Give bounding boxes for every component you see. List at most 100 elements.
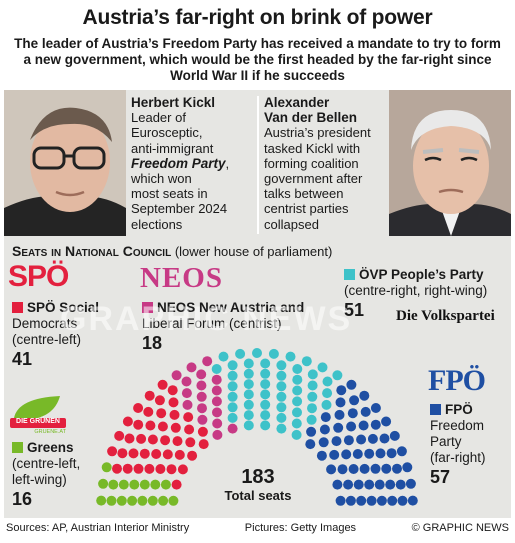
seat-dot-fp: [405, 478, 416, 489]
seat-dot-fp: [347, 408, 358, 419]
seat-dot-vp: [276, 381, 287, 392]
seat-dot-sp: [145, 420, 156, 431]
seat-dot-vp: [260, 399, 271, 410]
seat-dot-sp: [174, 449, 185, 460]
seat-dot-vp: [307, 403, 317, 414]
seat-dot-fp: [334, 409, 345, 420]
seat-dot-fp: [370, 463, 381, 474]
seat-dot-vp: [285, 351, 296, 362]
seat-dot-sp: [144, 390, 155, 401]
spo-legend: SPÖ Social Democrats (centre-left) 41: [12, 300, 132, 370]
seat-dot-vp: [306, 414, 317, 425]
seat-dot-fp: [332, 479, 343, 490]
kickl-portrait-icon: [4, 90, 126, 236]
vdb-bio-line: Austria’s president: [264, 125, 371, 141]
vdb-name-line1: Alexander: [264, 95, 330, 110]
seat-dot-vp: [260, 358, 271, 369]
seat-dot-vp: [218, 351, 229, 362]
greens-logo-text: DIE GRÜNEN: [16, 418, 60, 425]
seat-dot-vp: [317, 362, 328, 373]
seat-dot-fp: [336, 385, 347, 396]
spo-name2: Democrats: [12, 316, 78, 331]
seat-dot-sp: [169, 409, 180, 420]
seat-dot-greens: [129, 479, 140, 490]
seat-dot-greens: [158, 495, 169, 506]
seat-dot-fp: [337, 464, 348, 475]
seat-dot-fp: [352, 449, 363, 459]
vdb-bio-line: talks between: [264, 186, 344, 202]
greens-name: Greens: [27, 440, 74, 455]
seat-dot-fp: [360, 406, 371, 417]
footer-sources: Sources: AP, Austrian Interior Ministry: [6, 522, 190, 534]
seat-dot-vp: [227, 370, 238, 381]
seat-dot-fp: [367, 433, 378, 444]
seat-dot-sp: [133, 419, 144, 430]
seat-dot-sp: [171, 479, 182, 490]
kickl-bio-line: September 2024: [131, 201, 228, 217]
seat-dot-greens: [118, 479, 129, 490]
seat-dot-vp: [227, 360, 238, 371]
seat-dot-fp: [306, 426, 317, 437]
seat-dot-fp: [381, 416, 392, 427]
seat-dot-vp: [292, 374, 303, 385]
seat-dot-vp: [227, 381, 238, 392]
bio-divider: [257, 96, 259, 234]
seat-dot-vp: [260, 420, 271, 431]
neos-logo: NEOS: [140, 262, 223, 294]
seat-dot-vp: [260, 368, 271, 379]
seat-dot-fp: [335, 397, 346, 408]
seat-dot-neos: [197, 414, 208, 425]
seats-heading: Seats in National Council (lower house o…: [12, 243, 332, 259]
seat-dot-sp: [117, 448, 128, 459]
seat-dot-neos: [211, 396, 222, 407]
seat-dot-vp: [276, 370, 287, 381]
seat-dot-fp: [385, 479, 396, 490]
seat-dot-vp: [227, 402, 238, 413]
seat-dot-fp: [348, 464, 359, 474]
kickl-name: Herbert Kickl: [131, 95, 216, 110]
seat-dot-fp: [392, 463, 402, 474]
seat-dot-fp: [396, 446, 407, 457]
fpo-name: FPÖ: [445, 402, 473, 417]
footer-pictures: Pictures: Getty Images: [244, 522, 357, 534]
watermark: GRAPHIC NEWS: [60, 300, 353, 338]
seat-dot-sp: [133, 463, 144, 474]
seat-dot-vp: [322, 388, 333, 399]
seats-heading-note: (lower house of parliament): [174, 244, 333, 259]
greens-leaf-icon: [10, 396, 66, 428]
seat-dot-fp: [331, 436, 342, 447]
seat-dot-sp: [122, 463, 133, 474]
ovp-legend: ÖVP People’s Party (centre-right, right-…: [344, 267, 514, 321]
seat-dot-vp: [276, 360, 287, 371]
seat-dot-neos: [202, 356, 213, 367]
seat-dot-sp: [166, 464, 177, 475]
seat-dot-vp: [252, 348, 262, 358]
seat-dot-fp: [366, 495, 377, 506]
greens-desc2: left-wing): [12, 472, 67, 487]
seat-dot-neos: [182, 399, 193, 410]
seat-dot-sp: [112, 463, 122, 474]
kickl-bio-line: which won: [131, 171, 192, 187]
neos-swatch: [142, 302, 153, 313]
seat-dot-vp: [322, 376, 333, 387]
total-seats-label: Total seats: [224, 488, 292, 503]
seat-dot-vp: [211, 364, 222, 374]
fpo-legend: FPÖ Freedom Party (far-right) 57: [430, 402, 510, 488]
seat-dot-sp: [151, 449, 162, 459]
seat-dot-vp: [260, 410, 271, 421]
seat-dot-sp: [172, 436, 183, 447]
seat-dot-vp: [243, 368, 254, 379]
greens-legend: Greens (centre-left, left-wing) 16: [12, 440, 122, 510]
seat-dot-vp: [227, 412, 238, 423]
seat-dot-greens: [101, 462, 112, 473]
seat-dot-vp: [307, 391, 318, 402]
seat-dot-neos: [211, 385, 222, 396]
seat-dot-sp: [107, 446, 118, 457]
seat-dot-fp: [320, 412, 331, 423]
fpo-desc: Freedom: [430, 418, 485, 433]
seat-dot-sp: [139, 448, 150, 459]
spo-swatch: [12, 302, 23, 313]
seat-dot-sp: [167, 385, 178, 396]
seat-dot-neos: [212, 429, 223, 440]
seat-dot-vp: [243, 399, 254, 410]
